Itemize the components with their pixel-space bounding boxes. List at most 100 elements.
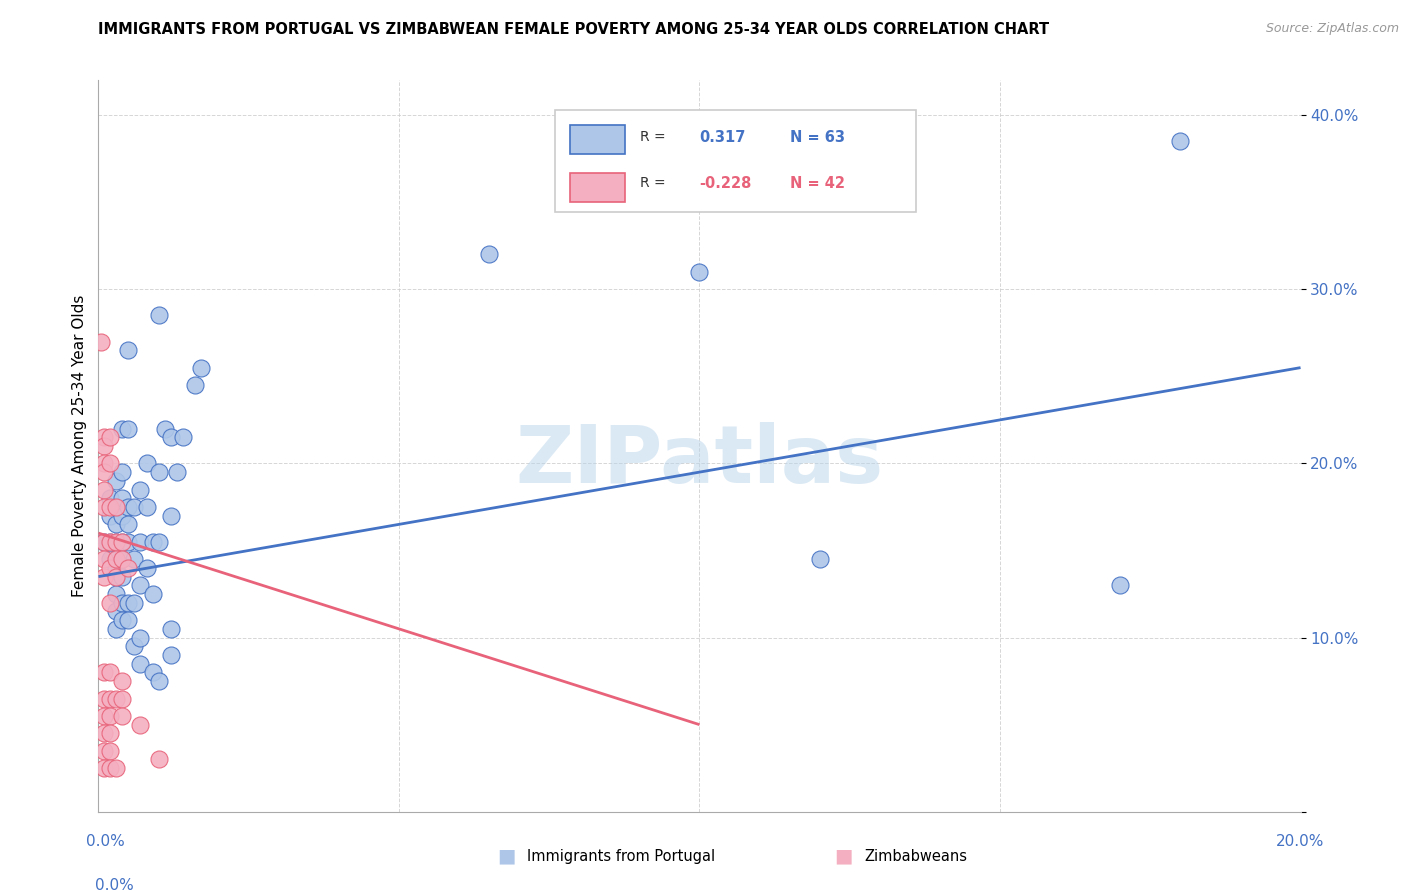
Point: [166, 465, 188, 479]
Point: [93, 726, 115, 740]
Point: [808, 552, 831, 566]
Point: [117, 534, 139, 549]
Point: [100, 561, 122, 575]
Point: [111, 552, 134, 566]
Point: [117, 596, 139, 610]
Point: [159, 430, 181, 444]
Point: [93, 500, 115, 514]
Point: [100, 596, 122, 610]
Point: [129, 717, 152, 731]
Point: [124, 596, 146, 610]
Text: N = 63: N = 63: [790, 129, 845, 145]
Point: [117, 517, 139, 532]
FancyBboxPatch shape: [569, 173, 626, 202]
Point: [93, 761, 115, 775]
Point: [111, 674, 134, 689]
Point: [141, 587, 163, 601]
Point: [148, 465, 170, 479]
Point: [105, 561, 128, 575]
Point: [117, 343, 139, 358]
Point: [478, 247, 501, 261]
Point: [105, 534, 128, 549]
Point: [111, 691, 134, 706]
Point: [100, 691, 122, 706]
Text: R =: R =: [640, 130, 669, 145]
Point: [111, 613, 134, 627]
Point: [129, 631, 152, 645]
Point: [124, 552, 146, 566]
Point: [172, 430, 194, 444]
Point: [100, 534, 122, 549]
Point: [117, 613, 139, 627]
Point: [100, 744, 122, 758]
Point: [129, 578, 152, 592]
Point: [100, 761, 122, 775]
Point: [105, 569, 128, 583]
Point: [111, 552, 134, 566]
Point: [105, 474, 128, 488]
Point: [135, 500, 157, 514]
Text: ■: ■: [834, 847, 853, 866]
Point: [111, 534, 134, 549]
Text: 20.0%: 20.0%: [1277, 834, 1324, 849]
Point: [105, 587, 128, 601]
Text: Zimbabweans: Zimbabweans: [865, 849, 967, 863]
Point: [1109, 578, 1132, 592]
Text: 0.317: 0.317: [700, 129, 745, 145]
Point: [141, 665, 163, 680]
Point: [190, 360, 212, 375]
Point: [111, 709, 134, 723]
Text: IMMIGRANTS FROM PORTUGAL VS ZIMBABWEAN FEMALE POVERTY AMONG 25-34 YEAR OLDS CORR: IMMIGRANTS FROM PORTUGAL VS ZIMBABWEAN F…: [98, 22, 1049, 37]
Point: [129, 483, 152, 497]
Point: [100, 508, 122, 523]
Point: [93, 457, 115, 471]
Point: [148, 309, 170, 323]
Point: [90, 334, 112, 349]
Point: [93, 483, 115, 497]
Point: [100, 552, 122, 566]
Text: ■: ■: [496, 847, 516, 866]
Point: [100, 726, 122, 740]
Point: [183, 378, 205, 392]
Point: [159, 648, 181, 662]
Point: [105, 517, 128, 532]
FancyBboxPatch shape: [555, 110, 915, 212]
Text: R =: R =: [640, 177, 669, 190]
Text: 0.0%: 0.0%: [86, 834, 125, 849]
Point: [117, 500, 139, 514]
Point: [105, 604, 128, 618]
Point: [111, 596, 134, 610]
Point: [93, 430, 115, 444]
Point: [93, 534, 115, 549]
Point: [159, 508, 181, 523]
Y-axis label: Female Poverty Among 25-34 Year Olds: Female Poverty Among 25-34 Year Olds: [72, 295, 87, 597]
Point: [124, 500, 146, 514]
Point: [100, 665, 122, 680]
Point: [153, 421, 176, 435]
Point: [105, 622, 128, 636]
Point: [105, 569, 128, 583]
Point: [100, 430, 122, 444]
Point: [111, 491, 134, 506]
Point: [93, 465, 115, 479]
Point: [117, 421, 139, 435]
Point: [135, 561, 157, 575]
Point: [148, 674, 170, 689]
Point: [93, 691, 115, 706]
Point: [111, 534, 134, 549]
Point: [111, 508, 134, 523]
Point: [111, 465, 134, 479]
Point: [117, 561, 139, 575]
Point: [93, 744, 115, 758]
Point: [148, 752, 170, 766]
Point: [100, 500, 122, 514]
Point: [129, 657, 152, 671]
Point: [129, 534, 152, 549]
Point: [105, 552, 128, 566]
Point: [111, 421, 134, 435]
Point: [124, 640, 146, 654]
Point: [100, 534, 122, 549]
Point: [105, 691, 128, 706]
Point: [141, 534, 163, 549]
Point: [93, 534, 115, 549]
